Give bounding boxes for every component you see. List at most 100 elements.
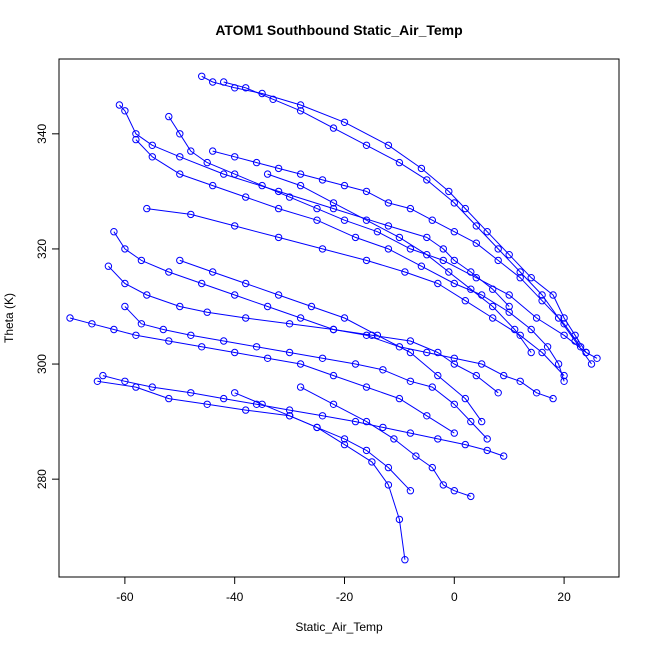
data-point bbox=[549, 291, 557, 299]
data-point bbox=[209, 147, 217, 155]
series-line bbox=[119, 104, 510, 307]
data-point bbox=[198, 279, 206, 288]
data-point bbox=[203, 158, 211, 167]
data-point bbox=[362, 446, 371, 455]
data-point bbox=[489, 314, 497, 322]
data-point bbox=[362, 187, 371, 196]
data-point bbox=[500, 371, 508, 380]
data-point bbox=[313, 423, 321, 432]
data-point bbox=[423, 233, 431, 242]
x-tick-label: -20 bbox=[336, 590, 354, 604]
series-line bbox=[102, 375, 504, 457]
data-point bbox=[198, 343, 206, 351]
data-point bbox=[560, 314, 568, 322]
data-point bbox=[143, 291, 151, 299]
y-axis: 280 300 320 340 bbox=[35, 123, 59, 489]
data-point bbox=[439, 245, 447, 253]
series-line bbox=[168, 116, 587, 353]
data-point bbox=[121, 107, 129, 115]
chart-title: ATOM1 Southbound Static_Air_Temp bbox=[215, 22, 462, 38]
data-point bbox=[296, 101, 305, 109]
data-point bbox=[296, 314, 305, 322]
data-point bbox=[274, 204, 283, 213]
data-point bbox=[263, 354, 272, 362]
data-point bbox=[318, 354, 327, 362]
data-point bbox=[450, 256, 458, 265]
data-point bbox=[231, 291, 239, 299]
data-point bbox=[406, 348, 415, 357]
data-point bbox=[258, 181, 266, 190]
data-point bbox=[340, 216, 349, 224]
data-point bbox=[412, 452, 420, 460]
data-point bbox=[395, 394, 404, 403]
data-point bbox=[434, 435, 442, 443]
data-point bbox=[121, 377, 129, 385]
y-tick-label: 300 bbox=[35, 354, 49, 374]
data-point bbox=[340, 435, 349, 443]
data-point bbox=[115, 101, 124, 109]
data-point bbox=[505, 308, 513, 316]
data-point bbox=[313, 204, 321, 213]
data-point bbox=[527, 348, 535, 357]
data-point bbox=[500, 452, 508, 460]
data-point bbox=[406, 337, 415, 345]
data-point bbox=[285, 320, 294, 328]
data-point bbox=[362, 216, 371, 224]
data-point bbox=[148, 141, 157, 150]
data-point bbox=[165, 112, 173, 121]
data-point bbox=[296, 107, 305, 115]
data-point bbox=[395, 158, 404, 167]
data-point bbox=[176, 170, 184, 178]
y-tick-label: 340 bbox=[35, 123, 49, 143]
data-point bbox=[423, 412, 431, 420]
data-point bbox=[406, 429, 415, 437]
data-point bbox=[516, 268, 524, 276]
y-tick-label: 280 bbox=[35, 469, 49, 489]
data-point bbox=[478, 360, 486, 368]
data-point bbox=[132, 130, 140, 138]
data-point bbox=[263, 302, 272, 311]
data-point bbox=[252, 343, 261, 351]
data-point bbox=[203, 400, 211, 408]
data-point bbox=[417, 164, 426, 173]
data-point bbox=[423, 251, 431, 259]
data-point bbox=[313, 216, 321, 224]
plot-frame bbox=[58, 58, 620, 578]
data-point bbox=[187, 210, 195, 219]
data-point bbox=[368, 458, 376, 466]
series-17 bbox=[209, 147, 585, 351]
data-point bbox=[220, 170, 228, 178]
data-point bbox=[148, 153, 157, 161]
data-point bbox=[395, 515, 404, 524]
data-point bbox=[450, 360, 458, 368]
data-point bbox=[285, 412, 294, 420]
data-point bbox=[329, 204, 338, 213]
data-point bbox=[165, 337, 173, 345]
data-point bbox=[373, 331, 382, 339]
data-point bbox=[176, 153, 184, 161]
data-point bbox=[406, 204, 415, 213]
series-line bbox=[212, 150, 582, 348]
data-point bbox=[198, 72, 206, 81]
data-point bbox=[104, 262, 113, 270]
data-point bbox=[252, 400, 261, 408]
series-13 bbox=[176, 256, 486, 426]
data-point bbox=[467, 285, 475, 293]
series-8 bbox=[66, 314, 458, 437]
data-point bbox=[554, 360, 563, 368]
data-point bbox=[472, 239, 480, 247]
x-axis-label: Static_Air_Temp bbox=[295, 620, 383, 634]
data-point bbox=[296, 170, 305, 178]
data-point bbox=[340, 181, 349, 190]
data-point bbox=[121, 302, 129, 311]
series-6 bbox=[104, 262, 502, 397]
data-point bbox=[209, 78, 217, 86]
data-point bbox=[434, 348, 442, 357]
series-15 bbox=[143, 204, 568, 380]
data-point bbox=[318, 176, 327, 184]
data-point bbox=[406, 487, 415, 495]
data-point bbox=[483, 446, 491, 455]
data-point bbox=[187, 389, 195, 397]
data-point bbox=[252, 158, 261, 167]
